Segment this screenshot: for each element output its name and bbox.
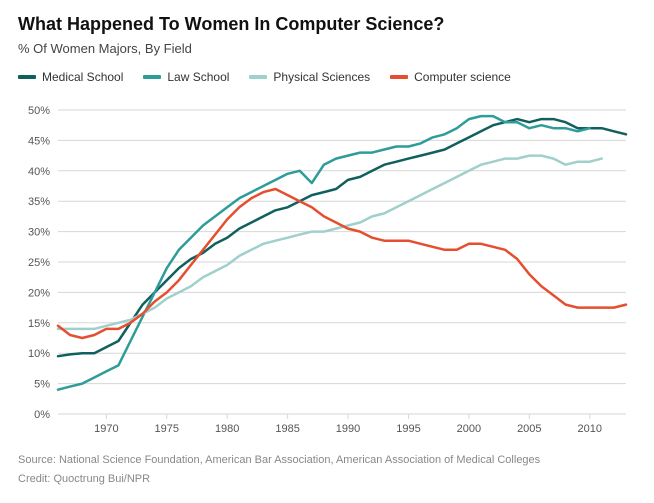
legend-swatch [390,75,408,79]
legend: Medical School Law School Physical Science… [18,70,636,84]
legend-label: Medical School [42,70,123,84]
svg-text:2000: 2000 [457,423,481,435]
series-line [58,156,602,329]
chart-title: What Happened To Women In Computer Scien… [18,14,636,35]
svg-text:40%: 40% [28,166,50,178]
svg-text:35%: 35% [28,196,50,208]
legend-item: Computer science [390,70,511,84]
svg-text:2005: 2005 [517,423,541,435]
svg-text:0%: 0% [34,409,50,421]
svg-text:1995: 1995 [396,423,420,435]
svg-text:1985: 1985 [275,423,299,435]
legend-swatch [143,75,161,79]
legend-label: Law School [167,70,229,84]
chart-svg: 0% 5% 10% 15% 20% 25% 30% 35% 40% 45% 50% 1970 1975 1… [18,92,636,442]
legend-label: Physical Sciences [273,70,370,84]
legend-item: Medical School [18,70,123,84]
svg-text:30%: 30% [28,227,50,239]
svg-text:50%: 50% [28,105,50,117]
line-chart: 0% 5% 10% 15% 20% 25% 30% 35% 40% 45% 50% 1970 1975 1… [18,92,636,442]
chart-subtitle: % Of Women Majors, By Field [18,41,636,56]
svg-text:2010: 2010 [578,423,602,435]
svg-text:1980: 1980 [215,423,239,435]
legend-item: Law School [143,70,229,84]
svg-text:1975: 1975 [155,423,179,435]
svg-text:1970: 1970 [94,423,118,435]
credit-line: Credit: Quoctrung Bui/NPR [18,471,636,488]
legend-swatch [249,75,267,79]
svg-text:15%: 15% [28,318,50,330]
source-line: Source: National Science Foundation, Ame… [18,452,636,469]
svg-text:1990: 1990 [336,423,360,435]
legend-swatch [18,75,36,79]
svg-text:5%: 5% [34,379,50,391]
svg-text:45%: 45% [28,135,50,147]
svg-text:20%: 20% [28,287,50,299]
svg-text:25%: 25% [28,257,50,269]
legend-label: Computer science [414,70,511,84]
svg-text:10%: 10% [28,348,50,360]
legend-item: Physical Sciences [249,70,370,84]
